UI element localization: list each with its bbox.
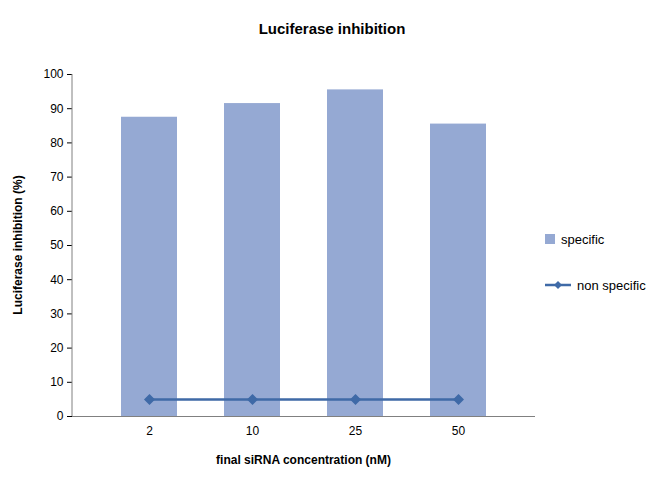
html-text:specific: specific xyxy=(561,231,605,247)
svg-text:10: 10 xyxy=(246,424,260,438)
html-text:final siRNA concentration (nM): final siRNA concentration (nM) xyxy=(216,453,391,467)
svg-text:10: 10 xyxy=(50,375,64,389)
svg-text:25: 25 xyxy=(349,424,363,438)
svg-text:20: 20 xyxy=(50,341,64,355)
html-text:non specific: non specific xyxy=(577,277,646,293)
svg-text:90: 90 xyxy=(50,102,64,116)
svg-text:2: 2 xyxy=(146,424,153,438)
svg-text:40: 40 xyxy=(50,273,64,287)
svg-text:100: 100 xyxy=(43,67,63,81)
svg-text:60: 60 xyxy=(50,204,64,218)
html-text:Luciferase inhibition (%): Luciferase inhibition (%) xyxy=(11,175,25,315)
svg-text:30: 30 xyxy=(50,307,64,321)
html-text:Luciferase inhibition: Luciferase inhibition xyxy=(258,20,406,37)
svg-text:50: 50 xyxy=(452,424,466,438)
svg-text:0: 0 xyxy=(57,409,64,423)
svg-text:50: 50 xyxy=(50,238,64,252)
svg-text:70: 70 xyxy=(50,170,64,184)
svg-text:80: 80 xyxy=(50,136,64,150)
